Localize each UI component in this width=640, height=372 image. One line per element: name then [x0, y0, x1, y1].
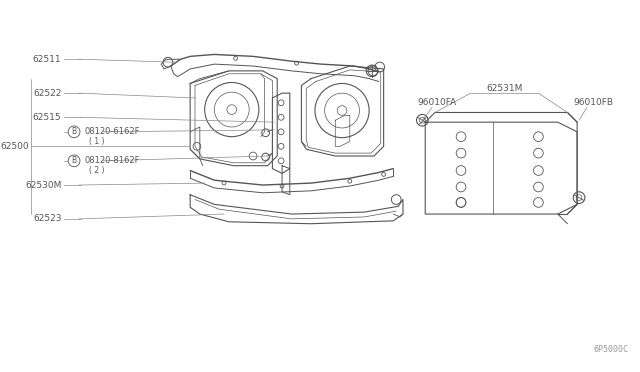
Text: B: B [72, 127, 77, 136]
Text: 96010FA: 96010FA [417, 98, 456, 107]
Text: ( 1 ): ( 1 ) [88, 137, 104, 146]
Text: 62522: 62522 [33, 89, 61, 97]
Text: 62500: 62500 [0, 142, 29, 151]
Text: B: B [72, 156, 77, 165]
Text: 96010FB: 96010FB [573, 98, 614, 107]
Text: 6P5000C: 6P5000C [593, 345, 628, 354]
Text: 62530M: 62530M [25, 180, 61, 189]
Text: ( 2 ): ( 2 ) [88, 166, 104, 175]
Text: 62515: 62515 [33, 113, 61, 122]
Text: 62523: 62523 [33, 214, 61, 224]
Text: 08120-8162F: 08120-8162F [84, 156, 140, 165]
Text: 08120-6162F: 08120-6162F [84, 127, 140, 136]
Text: 62511: 62511 [33, 55, 61, 64]
Text: 62531M: 62531M [486, 84, 523, 93]
